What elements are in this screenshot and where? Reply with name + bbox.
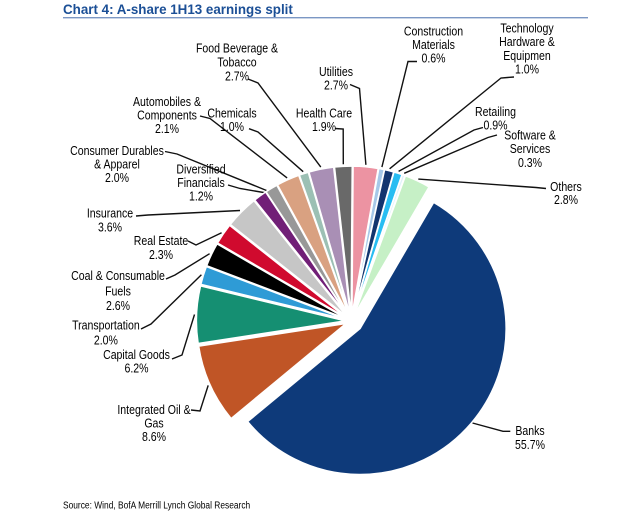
svg-text:Banks: Banks — [515, 423, 544, 438]
svg-text:Coal & Consumable: Coal & Consumable — [71, 268, 165, 283]
svg-text:Financials: Financials — [177, 175, 225, 190]
svg-text:8.6%: 8.6% — [142, 429, 166, 444]
svg-text:Equipmen: Equipmen — [503, 48, 550, 63]
svg-text:Chemicals: Chemicals — [207, 105, 256, 120]
svg-text:Transportation: Transportation — [72, 317, 140, 332]
svg-text:Chart 4: A-share 1H13 earnings: Chart 4: A-share 1H13 earnings split — [63, 2, 293, 17]
svg-text:1.9%: 1.9% — [312, 119, 336, 134]
svg-text:Health Care: Health Care — [296, 105, 353, 120]
svg-text:Software &: Software & — [504, 127, 556, 142]
svg-text:Components: Components — [137, 107, 197, 122]
svg-text:Construction: Construction — [404, 23, 463, 38]
svg-text:2.0%: 2.0% — [94, 332, 118, 347]
svg-text:Consumer Durables: Consumer Durables — [70, 143, 164, 158]
svg-text:3.6%: 3.6% — [98, 219, 122, 234]
svg-text:0.6%: 0.6% — [421, 51, 445, 66]
svg-text:1.0%: 1.0% — [220, 119, 244, 134]
svg-text:0.3%: 0.3% — [518, 155, 542, 170]
svg-text:1.2%: 1.2% — [189, 188, 213, 203]
svg-text:Technology: Technology — [500, 21, 553, 36]
svg-text:Integrated Oil &: Integrated Oil & — [117, 402, 190, 417]
svg-text:Utilities: Utilities — [319, 64, 353, 79]
svg-text:2.8%: 2.8% — [554, 192, 578, 207]
svg-text:Tobacco: Tobacco — [217, 54, 257, 69]
svg-text:Retailing: Retailing — [475, 104, 516, 119]
svg-text:Capital Goods: Capital Goods — [103, 347, 170, 362]
svg-text:2.1%: 2.1% — [155, 121, 179, 136]
svg-text:2.6%: 2.6% — [106, 298, 130, 313]
svg-text:Diversified: Diversified — [176, 161, 225, 176]
svg-text:Materials: Materials — [412, 37, 455, 52]
svg-text:Real Estate: Real Estate — [134, 233, 189, 248]
svg-text:Hardware &: Hardware & — [499, 34, 555, 49]
svg-text:Automobiles &: Automobiles & — [133, 94, 201, 109]
svg-text:Others: Others — [550, 179, 582, 194]
svg-text:2.7%: 2.7% — [324, 77, 348, 92]
svg-text:2.0%: 2.0% — [105, 170, 129, 185]
svg-text:6.2%: 6.2% — [124, 360, 148, 375]
svg-text:Food Beverage &: Food Beverage & — [196, 40, 278, 55]
svg-text:2.3%: 2.3% — [149, 247, 173, 262]
svg-text:Gas: Gas — [144, 416, 163, 431]
svg-text:Insurance: Insurance — [87, 206, 134, 221]
svg-text:Services: Services — [510, 141, 550, 156]
svg-text:55.7%: 55.7% — [515, 437, 545, 452]
svg-text:2.7%: 2.7% — [225, 68, 249, 83]
svg-text:Fuels: Fuels — [105, 283, 131, 298]
svg-text:& Apparel: & Apparel — [94, 156, 140, 171]
svg-text:Source: Wind, BofA Merrill Lyn: Source: Wind, BofA Merrill Lynch Global … — [63, 500, 250, 512]
svg-text:0.9%: 0.9% — [483, 117, 507, 132]
svg-text:1.0%: 1.0% — [515, 61, 539, 76]
